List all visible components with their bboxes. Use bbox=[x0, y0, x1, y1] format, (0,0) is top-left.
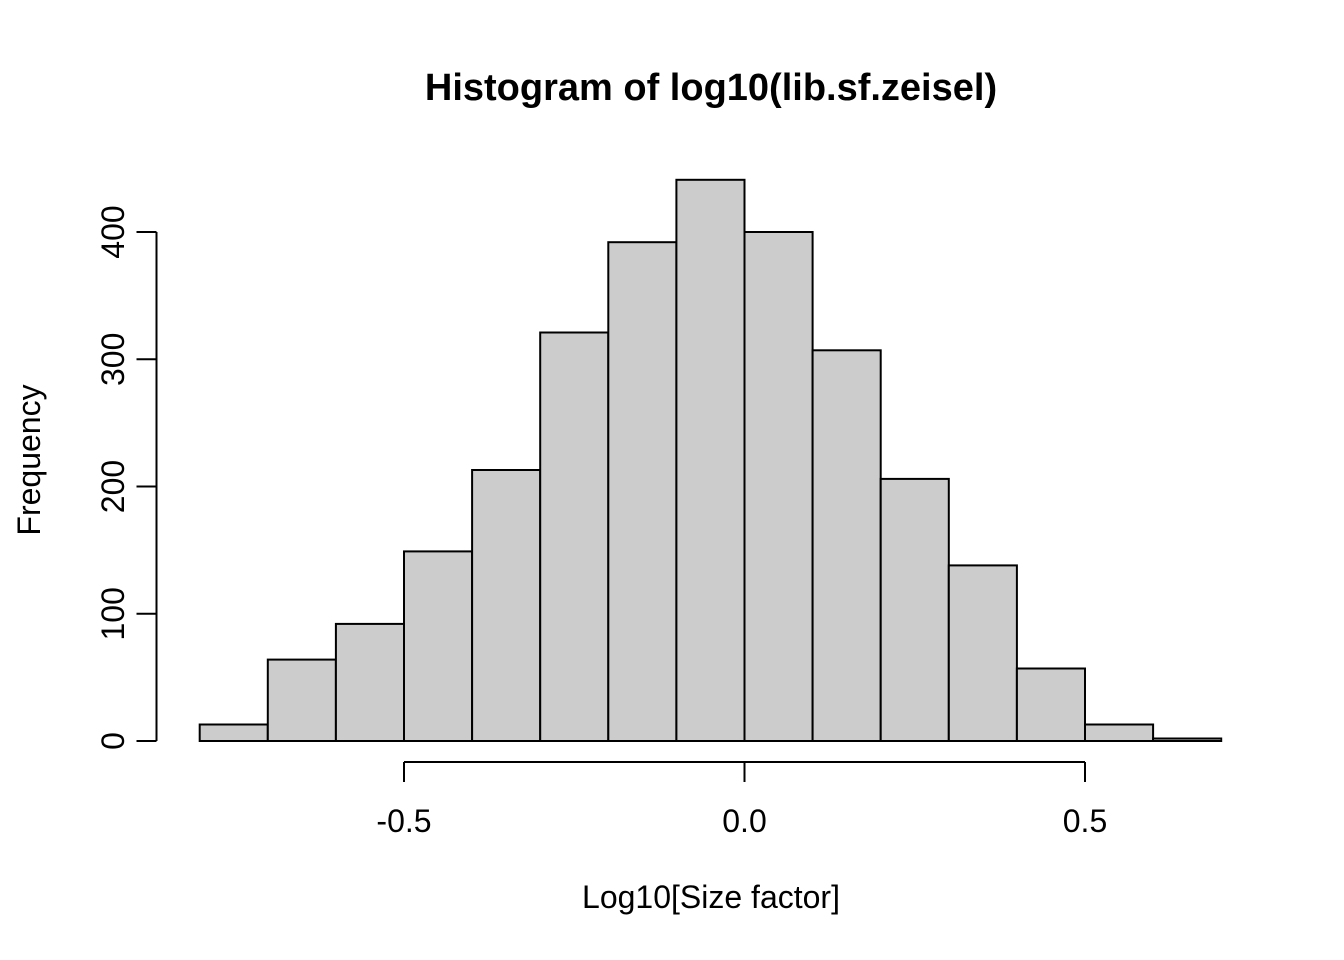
histogram-bar bbox=[471, 469, 542, 742]
x-tick-label: 0.5 bbox=[1063, 803, 1107, 839]
y-tick-label: 200 bbox=[95, 460, 131, 513]
histogram-bar bbox=[198, 723, 269, 742]
histogram-bar bbox=[1084, 723, 1155, 742]
x-tick-label: -0.5 bbox=[376, 803, 431, 839]
y-tick-label: 300 bbox=[95, 333, 131, 386]
histogram-bar bbox=[403, 550, 474, 743]
histogram-bar bbox=[266, 658, 337, 742]
y-tick-label: 400 bbox=[95, 205, 131, 258]
x-axis: -0.5 0.0 0.5 bbox=[376, 761, 1107, 839]
x-tick-label: 0.0 bbox=[722, 803, 766, 839]
y-axis-label: Frequency bbox=[11, 384, 47, 535]
y-tick-label: 0 bbox=[95, 732, 131, 750]
histogram-bar bbox=[811, 349, 882, 742]
bars-group bbox=[198, 178, 1223, 743]
y-axis: 0 100 200 300 400 bbox=[95, 205, 158, 750]
histogram-bar bbox=[1152, 737, 1223, 742]
y-tick-label: 100 bbox=[95, 587, 131, 640]
histogram-bar bbox=[607, 241, 678, 742]
histogram-bar bbox=[947, 564, 1018, 743]
histogram-bar bbox=[743, 231, 814, 742]
chart-title: Histogram of log10(lib.sf.zeisel) bbox=[425, 67, 997, 109]
histogram-bar bbox=[879, 477, 950, 742]
histogram-bar bbox=[1015, 667, 1087, 742]
histogram-bar bbox=[539, 331, 610, 742]
histogram-bar bbox=[675, 178, 746, 743]
x-axis-label: Log10[Size factor] bbox=[582, 879, 840, 915]
histogram-bar bbox=[334, 622, 405, 743]
